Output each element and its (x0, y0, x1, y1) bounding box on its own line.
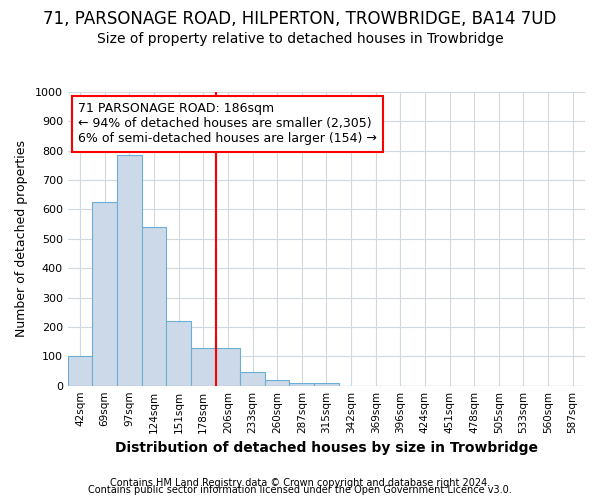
Text: 71 PARSONAGE ROAD: 186sqm
← 94% of detached houses are smaller (2,305)
6% of sem: 71 PARSONAGE ROAD: 186sqm ← 94% of detac… (78, 102, 377, 146)
Bar (117, 155, 142, 386)
Text: Contains public sector information licensed under the Open Government Licence v3: Contains public sector information licen… (88, 485, 512, 495)
Bar (215, 348, 240, 386)
Text: 71, PARSONAGE ROAD, HILPERTON, TROWBRIDGE, BA14 7UD: 71, PARSONAGE ROAD, HILPERTON, TROWBRIDG… (43, 10, 557, 28)
Bar (314, 382, 339, 386)
Text: Contains HM Land Registry data © Crown copyright and database right 2024.: Contains HM Land Registry data © Crown c… (110, 478, 490, 488)
Bar (68, 356, 92, 386)
Bar (289, 382, 314, 386)
Text: Size of property relative to detached houses in Trowbridge: Size of property relative to detached ho… (97, 32, 503, 46)
X-axis label: Distribution of detached houses by size in Trowbridge: Distribution of detached houses by size … (115, 441, 538, 455)
Bar (92, 202, 117, 386)
Bar (191, 348, 215, 386)
Y-axis label: Number of detached properties: Number of detached properties (15, 140, 28, 338)
Bar (265, 380, 289, 386)
Bar (142, 227, 166, 386)
Bar (240, 372, 265, 386)
Bar (166, 321, 191, 386)
